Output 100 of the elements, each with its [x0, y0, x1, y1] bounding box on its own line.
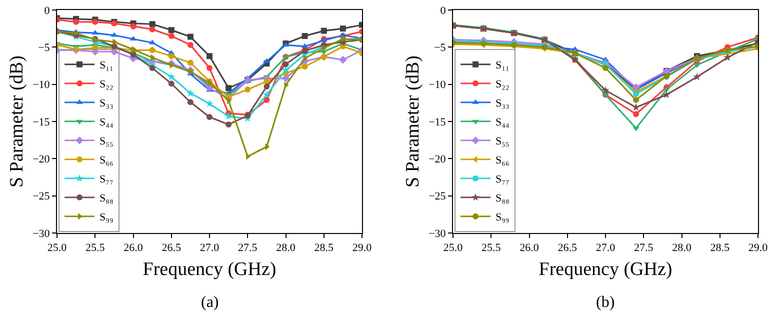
point — [226, 85, 232, 92]
legend-label: S₃₃ — [496, 98, 510, 110]
point — [633, 111, 639, 118]
point — [302, 63, 308, 70]
point — [339, 56, 347, 64]
x-tick-label: 27.0 — [596, 242, 616, 254]
point — [224, 112, 233, 120]
y-tick-label: −20 — [32, 154, 50, 166]
x-tick-label: 26.0 — [124, 242, 144, 254]
x-tick-label: 26.0 — [520, 242, 540, 254]
y-tick-label: −25 — [32, 190, 50, 203]
point — [149, 26, 156, 32]
y-tick-label: −10 — [428, 79, 446, 92]
point — [662, 90, 670, 98]
legend-label: S₁₁ — [496, 60, 510, 72]
x-tick-label: 29.0 — [748, 242, 768, 254]
legend-label: S₇₇ — [496, 174, 510, 186]
y-tick-label: −30 — [428, 228, 446, 240]
x-tick-label: 25.0 — [443, 242, 464, 254]
legend-label: S₆₆ — [496, 154, 510, 167]
point — [320, 28, 327, 34]
point — [168, 33, 174, 40]
point — [633, 96, 639, 103]
y-tick-label: −20 — [428, 154, 446, 166]
legend-label: S₁₁ — [100, 60, 114, 72]
point — [149, 47, 156, 54]
x-tick-label: 27.5 — [238, 242, 258, 254]
point — [282, 61, 289, 68]
legend-label: S₄₄ — [100, 116, 114, 129]
legend-label: S₅₅ — [100, 136, 114, 148]
legend-label: S₆₆ — [100, 154, 114, 167]
point — [632, 126, 640, 132]
y-tick-label: −15 — [428, 116, 446, 128]
point — [693, 72, 701, 80]
point — [341, 36, 346, 42]
point — [187, 60, 194, 66]
point — [264, 96, 270, 103]
x-tick-label: 25.5 — [86, 242, 106, 254]
y-tick-label: −5 — [434, 42, 446, 54]
point — [186, 89, 194, 97]
legend-label: S₃₃ — [100, 98, 114, 110]
point — [130, 23, 136, 30]
x-tick-label: 27.5 — [634, 242, 654, 254]
point — [206, 53, 212, 60]
point — [724, 53, 732, 61]
point — [206, 114, 212, 120]
point — [187, 34, 194, 40]
point — [262, 90, 271, 98]
point — [112, 38, 118, 46]
point — [340, 26, 346, 32]
y-axis-title: S Parameter (dB) — [6, 56, 28, 188]
x-tick-label: 28.5 — [314, 242, 334, 254]
point — [663, 88, 670, 93]
point — [167, 72, 176, 80]
legend-label: S₄₄ — [496, 116, 510, 129]
x-tick-label: 27.0 — [200, 242, 220, 254]
y-tick-label: −30 — [32, 228, 50, 240]
y-tick-label: −15 — [32, 116, 50, 128]
x-axis-title: Frequency (GHz) — [142, 259, 276, 280]
point — [302, 33, 308, 40]
y-tick-label: −25 — [428, 190, 446, 203]
x-tick-label: 28.5 — [710, 242, 730, 254]
legend-label: S₈₈ — [496, 192, 510, 205]
x-tick-label: 25.0 — [47, 242, 68, 254]
legend-label: S₂₂ — [100, 78, 114, 91]
point — [632, 103, 640, 111]
point — [187, 42, 194, 48]
x-tick-label: 25.5 — [482, 242, 502, 254]
point — [602, 86, 610, 94]
point — [149, 21, 156, 28]
legend-label: S₉₉ — [496, 212, 510, 224]
point — [168, 53, 174, 60]
point — [244, 86, 251, 93]
x-tick-label: 26.5 — [558, 242, 578, 254]
point — [73, 18, 80, 25]
point — [633, 91, 639, 97]
y-tick-label: −10 — [32, 79, 50, 92]
x-tick-label: 28.0 — [672, 242, 692, 254]
point — [206, 99, 214, 108]
point — [282, 66, 290, 74]
y-axis-title: S Parameter (dB) — [402, 56, 424, 188]
x-tick-label: 28.0 — [276, 242, 296, 254]
legend-label: S₈₈ — [100, 192, 114, 205]
point — [694, 64, 700, 68]
text: (a) — [201, 294, 219, 311]
x-axis-title: Frequency (GHz) — [538, 259, 672, 280]
text: (b) — [596, 294, 615, 311]
point — [602, 64, 608, 71]
point — [206, 64, 212, 71]
y-tick-label: 0 — [44, 4, 50, 17]
point — [264, 84, 270, 90]
point — [149, 64, 156, 71]
legend-label: S₂₂ — [496, 78, 510, 91]
y-tick-label: 0 — [440, 4, 446, 17]
legend-label: S₉₉ — [100, 212, 114, 224]
x-tick-label: 26.5 — [162, 242, 182, 254]
point — [168, 80, 174, 87]
point — [206, 84, 214, 92]
point — [187, 99, 194, 106]
point — [74, 30, 80, 36]
